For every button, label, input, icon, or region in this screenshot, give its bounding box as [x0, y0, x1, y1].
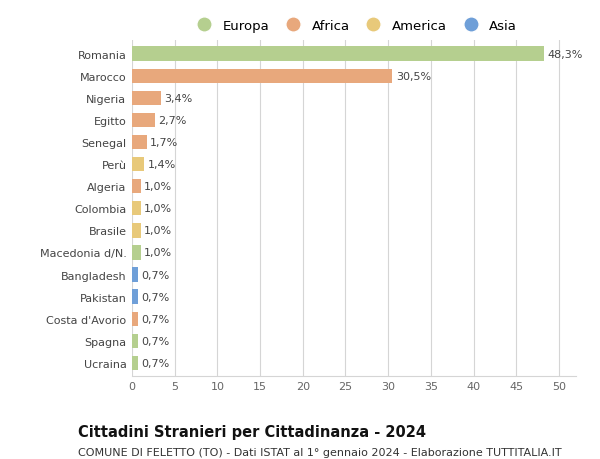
- Bar: [132, 268, 138, 282]
- Text: 0,7%: 0,7%: [142, 358, 170, 368]
- Bar: [132, 290, 138, 304]
- Text: 0,7%: 0,7%: [142, 314, 170, 324]
- Bar: [132, 157, 144, 172]
- Bar: [132, 334, 138, 348]
- Text: 0,7%: 0,7%: [142, 292, 170, 302]
- Text: COMUNE DI FELETTO (TO) - Dati ISTAT al 1° gennaio 2024 - Elaborazione TUTTITALIA: COMUNE DI FELETTO (TO) - Dati ISTAT al 1…: [78, 448, 562, 458]
- Bar: [132, 224, 140, 238]
- Bar: [132, 113, 155, 128]
- Text: 1,0%: 1,0%: [144, 182, 172, 192]
- Bar: [132, 47, 544, 62]
- Bar: [132, 91, 161, 106]
- Text: 1,0%: 1,0%: [144, 248, 172, 258]
- Text: Cittadini Stranieri per Cittadinanza - 2024: Cittadini Stranieri per Cittadinanza - 2…: [78, 425, 426, 440]
- Text: 30,5%: 30,5%: [396, 72, 431, 82]
- Bar: [132, 179, 140, 194]
- Bar: [132, 202, 140, 216]
- Text: 1,7%: 1,7%: [150, 138, 178, 148]
- Bar: [132, 69, 392, 84]
- Text: 1,0%: 1,0%: [144, 226, 172, 236]
- Text: 2,7%: 2,7%: [158, 116, 187, 126]
- Text: 1,0%: 1,0%: [144, 204, 172, 214]
- Legend: Europa, Africa, America, Asia: Europa, Africa, America, Asia: [185, 14, 523, 38]
- Text: 1,4%: 1,4%: [148, 160, 176, 170]
- Text: 3,4%: 3,4%: [164, 94, 193, 104]
- Bar: [132, 246, 140, 260]
- Text: 0,7%: 0,7%: [142, 336, 170, 346]
- Text: 0,7%: 0,7%: [142, 270, 170, 280]
- Text: 48,3%: 48,3%: [548, 50, 583, 60]
- Bar: [132, 312, 138, 326]
- Bar: [132, 356, 138, 370]
- Bar: [132, 135, 146, 150]
